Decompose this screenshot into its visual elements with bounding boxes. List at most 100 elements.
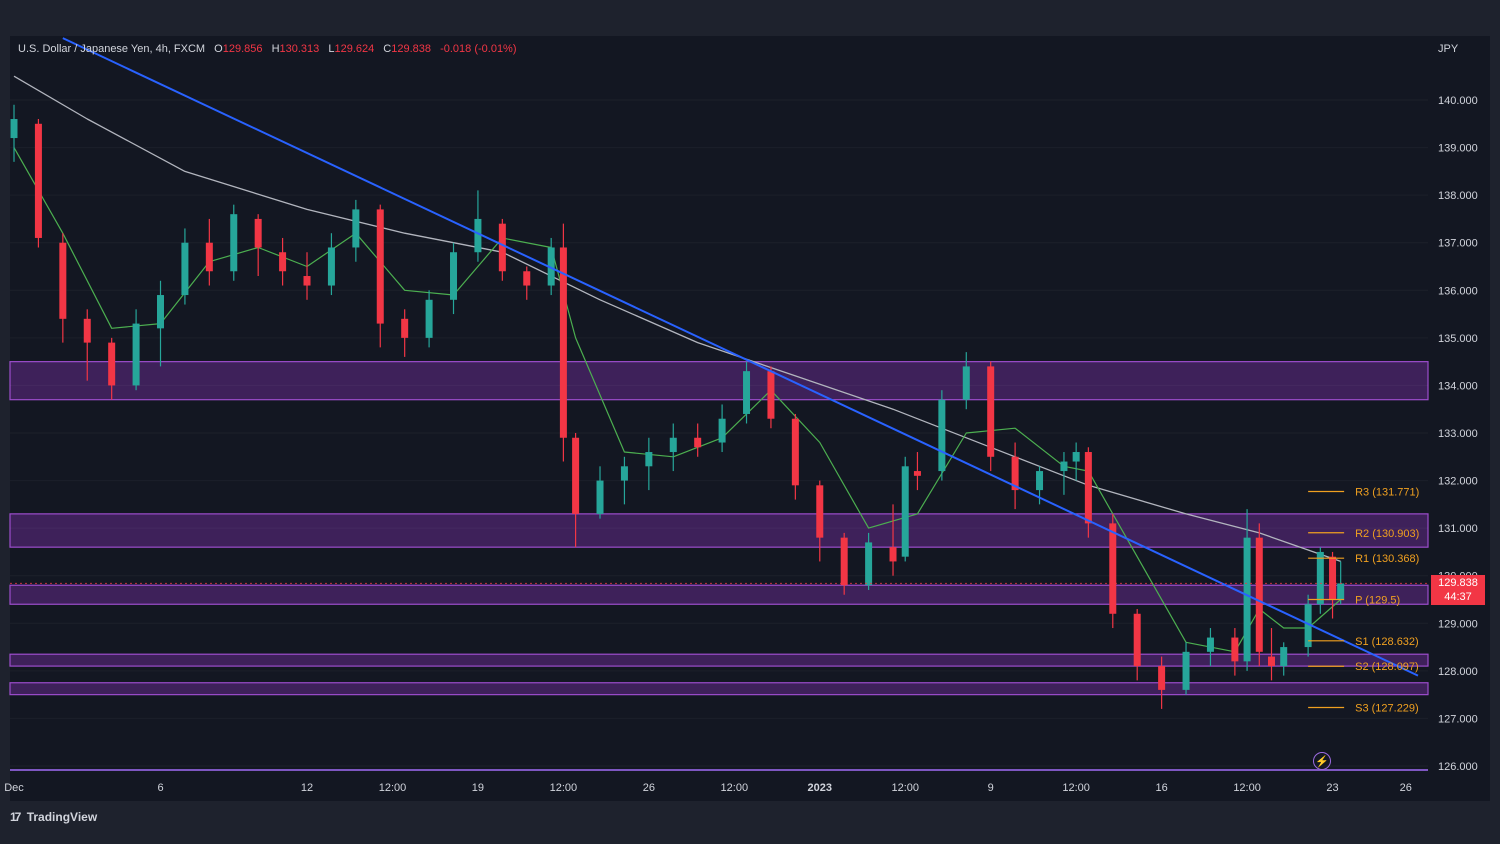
chart-pane[interactable] [10, 36, 1490, 801]
candle-body [1316, 551, 1324, 605]
price-tick-label: 128.000 [1438, 666, 1478, 678]
time-tick-label: 23 [1326, 782, 1338, 794]
time-tick-label: 16 [1155, 782, 1167, 794]
candle-body [889, 547, 897, 562]
candle-body [791, 418, 799, 486]
price-tick-label: 126.000 [1438, 761, 1478, 773]
price-tick-label: 134.000 [1438, 380, 1478, 392]
support-resistance-zone [9, 682, 1429, 696]
time-tick-label: 6 [157, 782, 163, 794]
grid-layer [10, 99, 1428, 771]
candle-body [303, 276, 311, 286]
candle-body [669, 437, 677, 453]
time-tick-label: 19 [472, 782, 484, 794]
support-resistance-zone [9, 361, 1429, 401]
candle-body [498, 223, 506, 272]
candle-body [1304, 604, 1312, 648]
axes-layer: 140.000 139.000 138.000 137.000 136.000 135.0… [4, 95, 1478, 794]
time-tick-label: 9 [988, 782, 994, 794]
lightning-icon[interactable]: ⚡ [1313, 752, 1331, 770]
support-resistance-zone [9, 584, 1429, 605]
time-tick-label: 26 [643, 782, 655, 794]
brand-name: TradingView [26, 810, 98, 824]
pivot-label: S1 (128.632) [1355, 636, 1419, 648]
open-label: O [214, 43, 223, 55]
high-label: H [271, 43, 280, 55]
candle-body [840, 537, 848, 586]
close-value: 129.838 [391, 43, 432, 55]
candle-body [694, 437, 702, 448]
candle-body [1231, 637, 1239, 662]
close-label: C [383, 43, 392, 55]
currency-label: JPY [1438, 43, 1459, 55]
symbol-title[interactable]: U.S. Dollar / Japanese Yen, 4h, FXCM [18, 43, 206, 55]
time-tick-label: 12:00 [891, 782, 919, 794]
candle-body [865, 542, 873, 586]
candles-layer [10, 104, 1345, 709]
time-tick-label: 12:00 [1233, 782, 1261, 794]
candle-body [596, 480, 604, 514]
candle-body [743, 371, 751, 414]
candle-body [1329, 556, 1337, 600]
price-tick-label: 127.000 [1438, 713, 1478, 725]
candle-body [1255, 537, 1263, 652]
candle-body [376, 209, 384, 324]
candle-body [59, 242, 67, 319]
candle-body [1109, 523, 1117, 614]
time-tick-label: 26 [1400, 782, 1412, 794]
candle-body [401, 318, 409, 338]
candle-body [962, 366, 970, 400]
time-tick-label: 12:00 [1062, 782, 1090, 794]
price-tick-label: 133.000 [1438, 428, 1478, 440]
candle-body [254, 218, 262, 248]
candle-body [1011, 456, 1019, 491]
price-tick-label: 138.000 [1438, 190, 1478, 202]
time-tick-label: 12:00 [550, 782, 578, 794]
candle-body [1280, 647, 1288, 667]
candle-body [1072, 452, 1080, 462]
pivots-layer: R3 (131.771) R2 (130.903) R1 (130.368) P (1… [1308, 486, 1419, 715]
pivot-label: S3 (127.229) [1355, 703, 1419, 715]
candle-body [816, 485, 824, 538]
downtrend-line [62, 37, 1419, 677]
candle-body [572, 437, 580, 514]
candle-body [450, 252, 458, 300]
last-price-tag: 129.838 44:37 [1431, 575, 1485, 605]
candle-body [1267, 656, 1275, 667]
price-tick-label: 131.000 [1438, 523, 1478, 535]
pivot-label: R2 (130.903) [1355, 528, 1419, 540]
price-tick-label: 137.000 [1438, 238, 1478, 250]
time-tick-label: Dec [4, 782, 24, 794]
tradingview-brand[interactable]: 17 TradingView [10, 810, 97, 824]
candle-body [10, 119, 18, 139]
candle-body [913, 471, 921, 476]
candle-body [1182, 651, 1190, 690]
candle-body [205, 242, 213, 272]
change-value: -0.018 (-0.01%) [440, 43, 517, 55]
candle-body [1337, 583, 1345, 600]
candle-body [157, 295, 165, 329]
ema-slow-line [13, 75, 1341, 563]
candle-body [230, 214, 238, 272]
candle-body [327, 247, 335, 286]
candle-body [767, 371, 775, 419]
candle-body [352, 209, 360, 248]
candle-body [1133, 613, 1141, 667]
candle-body [547, 247, 555, 286]
candle-body [1158, 666, 1166, 690]
support-resistance-zone [9, 653, 1429, 667]
high-value: 130.313 [279, 43, 320, 55]
pivot-label: R1 (130.368) [1355, 553, 1419, 565]
candle-body [108, 342, 116, 386]
candle-body [645, 452, 653, 467]
candle-body [132, 323, 140, 386]
price-tick-label: 132.000 [1438, 476, 1478, 488]
candle-body [620, 466, 628, 481]
low-label: L [328, 43, 335, 55]
price-tick-label: 140.000 [1438, 95, 1478, 107]
support-resistance-zone [9, 513, 1429, 548]
zones-layer [9, 361, 1429, 696]
candle-body [181, 242, 189, 296]
candle-body [1036, 471, 1044, 491]
